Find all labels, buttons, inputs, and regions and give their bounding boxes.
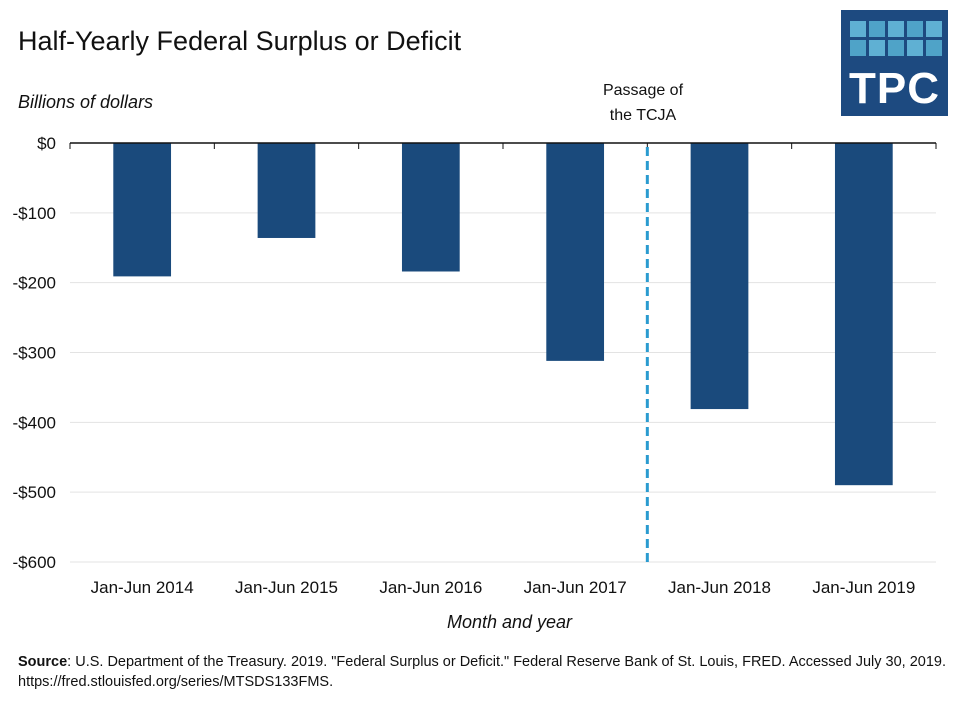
source-label: Source [18, 654, 68, 670]
bar [546, 143, 605, 361]
y-tick-label: $0 [37, 134, 56, 153]
chart-title: Half-Yearly Federal Surplus or Deficit [18, 26, 462, 56]
y-tick-label: -$400 [13, 413, 56, 432]
logo-text: TPC [849, 64, 940, 113]
annotation-line2: the TCJA [609, 107, 677, 124]
bar [257, 143, 316, 238]
y-tick-label: -$200 [13, 274, 56, 293]
x-tick-label: Jan-Jun 2015 [235, 578, 338, 597]
x-tick-label: Jan-Jun 2017 [524, 578, 627, 597]
y-tick-label: -$500 [13, 483, 56, 502]
y-axis-label: Billions of dollars [18, 92, 154, 112]
bar [401, 143, 460, 272]
tpc-logo: TPC [841, 10, 948, 116]
source-note: Source: U.S. Department of the Treasury.… [18, 652, 948, 692]
logo-grid-icon [850, 21, 942, 56]
x-axis-label: Month and year [446, 612, 573, 632]
y-tick-label: -$300 [13, 344, 56, 363]
y-tick-label: -$600 [13, 553, 56, 572]
x-tick-label: Jan-Jun 2014 [91, 578, 194, 597]
bar [113, 143, 172, 277]
x-tick-label: Jan-Jun 2019 [812, 578, 915, 597]
source-text: : U.S. Department of the Treasury. 2019.… [18, 654, 946, 690]
bar [834, 143, 893, 486]
x-tick-label: Jan-Jun 2018 [668, 578, 771, 597]
annotation-line1: Passage of [602, 82, 684, 99]
y-tick-label: -$100 [13, 204, 56, 223]
tcja-annotation: Passage of the TCJA [580, 78, 706, 128]
bar [690, 143, 749, 410]
x-tick-label: Jan-Jun 2016 [379, 578, 482, 597]
